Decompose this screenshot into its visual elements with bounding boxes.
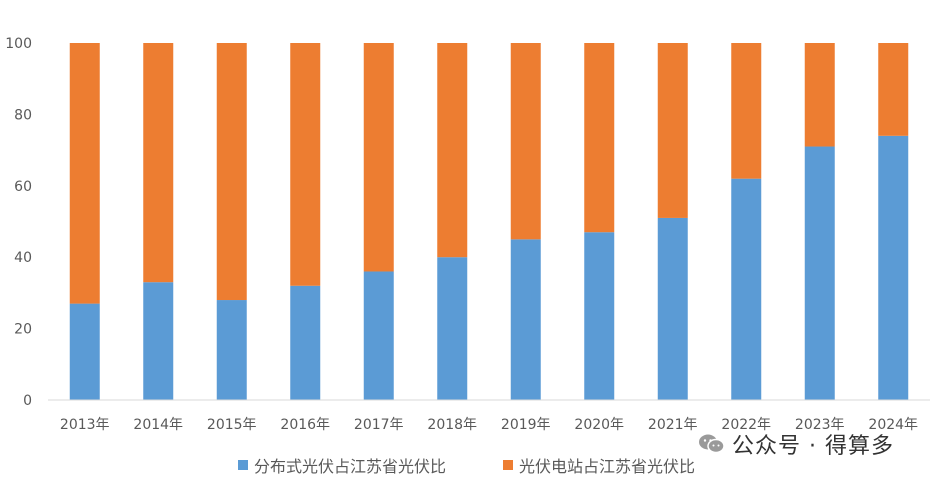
y-tick-label: 40 — [14, 250, 32, 266]
bar-station — [363, 43, 394, 272]
bar-station — [143, 43, 174, 283]
x-axis: 2013年 2014年 2015年 2016年 2017年 2018年 2019年 2020年… — [60, 417, 918, 433]
x-tick-label: 2015年 — [207, 417, 257, 433]
bar-distributed — [363, 271, 394, 400]
legend: 分布式光伏占江苏省光伏比 光伏电站占江苏省光伏比 — [0, 453, 946, 479]
bar-distributed — [290, 285, 321, 400]
bar-station — [731, 43, 762, 179]
watermark-text: 公众号 · 得算多 — [732, 434, 894, 459]
bar-station — [878, 43, 909, 136]
bar-distributed — [584, 232, 615, 400]
bar-station — [216, 43, 247, 301]
bar-station — [804, 43, 835, 147]
x-tick-label: 2014年 — [133, 417, 183, 433]
bar-distributed — [69, 303, 100, 400]
bar-distributed — [143, 282, 174, 400]
bar-distributed — [878, 135, 909, 400]
y-tick-label: 20 — [14, 322, 32, 338]
legend-item-distributed: 分布式光伏占江苏省光伏比 — [238, 453, 446, 477]
x-tick-label: 2018年 — [427, 417, 477, 433]
x-tick-label: 2017年 — [354, 417, 404, 433]
wechat-icon — [698, 433, 726, 455]
legend-swatch-station — [503, 460, 513, 470]
bars — [69, 43, 909, 400]
x-tick-label: 2013年 — [60, 417, 110, 433]
y-tick-label: 60 — [14, 179, 32, 195]
legend-item-station: 光伏电站占江苏省光伏比 — [503, 453, 695, 477]
bar-station — [584, 43, 615, 233]
bar-distributed — [216, 300, 247, 400]
x-tick-label: 2023年 — [795, 417, 845, 433]
bar-distributed — [804, 146, 835, 400]
y-tick-label: 100 — [5, 36, 32, 52]
bar-distributed — [731, 178, 762, 400]
x-tick-label: 2024年 — [868, 417, 918, 433]
y-tick-label: 80 — [14, 107, 32, 123]
bar-station — [290, 43, 321, 286]
bar-distributed — [437, 257, 468, 400]
bar-station — [657, 43, 688, 218]
x-tick-label: 2019年 — [501, 417, 551, 433]
bar-distributed — [657, 217, 688, 400]
bar-station — [510, 43, 541, 240]
legend-swatch-distributed — [238, 460, 248, 470]
x-tick-label: 2016年 — [280, 417, 330, 433]
watermark: 公众号 · 得算多 — [698, 428, 894, 460]
x-tick-label: 2022年 — [721, 417, 771, 433]
bar-station — [437, 43, 468, 258]
legend-label-distributed: 分布式光伏占江苏省光伏比 — [254, 457, 447, 476]
y-axis: 0 20 40 60 80 100 — [5, 36, 32, 409]
bar-distributed — [510, 239, 541, 400]
legend-label-station: 光伏电站占江苏省光伏比 — [519, 457, 696, 476]
y-tick-label: 0 — [23, 393, 32, 409]
x-tick-label: 2021年 — [648, 417, 698, 433]
bar-station — [69, 43, 100, 304]
x-tick-label: 2020年 — [574, 417, 624, 433]
